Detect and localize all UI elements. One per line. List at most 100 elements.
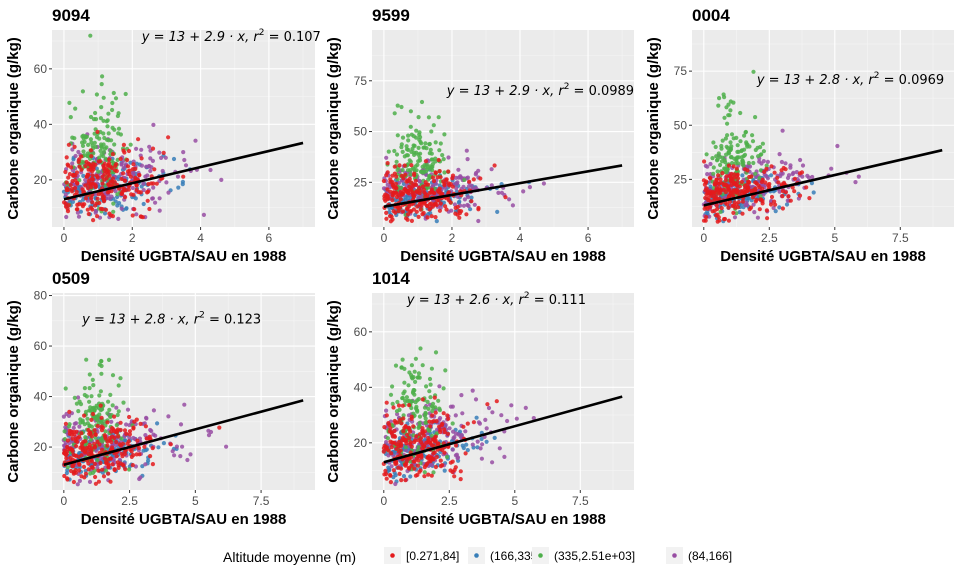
data-point — [427, 142, 432, 147]
data-point — [408, 441, 413, 447]
data-point — [382, 425, 387, 430]
data-point — [64, 155, 69, 160]
data-point — [418, 135, 423, 140]
data-point — [416, 145, 421, 150]
data-point — [99, 371, 104, 376]
y-tick-label: 20 — [34, 440, 48, 454]
data-point — [72, 136, 77, 141]
data-point — [737, 184, 743, 189]
data-point — [394, 159, 399, 164]
data-point — [117, 442, 122, 447]
data-point — [735, 155, 740, 160]
data-point — [121, 142, 126, 147]
data-point — [442, 427, 447, 432]
data-point — [64, 188, 69, 193]
data-point — [83, 196, 88, 201]
data-point — [66, 175, 71, 180]
data-point — [429, 473, 434, 478]
data-point — [494, 399, 499, 404]
data-point — [775, 175, 780, 180]
data-point — [389, 445, 394, 450]
legend-title: Altitude moyenne (m) — [223, 549, 356, 565]
data-point — [114, 454, 119, 459]
data-point — [434, 219, 439, 224]
data-point — [760, 177, 765, 182]
data-point — [79, 444, 84, 449]
data-point — [762, 169, 767, 174]
data-point — [783, 167, 788, 172]
data-point — [181, 174, 186, 179]
data-point — [150, 158, 155, 163]
data-point — [413, 356, 418, 361]
data-point — [735, 187, 740, 192]
data-point — [106, 399, 111, 404]
data-point — [61, 414, 66, 419]
data-point — [147, 163, 152, 169]
data-point — [137, 476, 142, 482]
data-point — [96, 192, 101, 197]
data-point — [75, 482, 80, 487]
legend-label: (84,166] — [688, 549, 732, 563]
r2-superscript: 2 — [874, 71, 880, 81]
data-point — [436, 198, 441, 203]
data-point — [485, 402, 490, 407]
data-point — [779, 168, 784, 173]
data-point — [65, 465, 70, 470]
data-point — [769, 173, 774, 178]
regression-equation: y = 13 + 2.6 · x, r2 = 0.111 — [406, 291, 586, 308]
data-point — [464, 212, 469, 217]
data-point — [390, 401, 395, 406]
data-point — [502, 454, 507, 459]
data-point — [433, 464, 438, 470]
data-point — [759, 161, 764, 166]
data-point — [476, 218, 481, 224]
data-point — [429, 462, 434, 467]
data-point — [432, 435, 437, 440]
data-point — [442, 170, 447, 175]
data-point — [95, 439, 100, 444]
x-tick-label: 7.5 — [253, 494, 270, 508]
data-point — [74, 444, 79, 449]
data-point — [404, 144, 409, 149]
points-layer — [701, 69, 861, 224]
data-point — [731, 136, 736, 141]
data-point — [110, 179, 115, 184]
data-point — [388, 480, 393, 485]
data-point — [741, 163, 746, 168]
data-point — [384, 476, 389, 481]
data-point — [95, 416, 100, 421]
data-point — [79, 431, 84, 436]
data-point — [406, 436, 412, 441]
y-tick-label: 75 — [674, 64, 688, 78]
data-point — [92, 428, 97, 433]
points-layer — [381, 346, 536, 487]
data-point — [66, 142, 71, 147]
data-point — [413, 178, 418, 183]
data-point — [110, 403, 115, 408]
data-point — [716, 103, 721, 108]
data-point — [409, 363, 414, 368]
data-point — [88, 471, 93, 476]
data-point — [732, 172, 737, 177]
data-point — [63, 421, 68, 426]
data-point — [77, 399, 82, 404]
data-point — [417, 420, 422, 426]
data-point — [137, 452, 142, 457]
data-point — [121, 186, 126, 191]
data-point — [77, 478, 82, 483]
data-point — [180, 444, 185, 449]
data-point — [99, 415, 104, 420]
data-point — [442, 183, 447, 188]
data-point — [769, 164, 774, 169]
data-point — [101, 95, 106, 100]
data-point — [111, 209, 116, 214]
data-point — [130, 213, 135, 218]
data-point — [722, 158, 727, 163]
data-point — [418, 207, 423, 212]
data-point — [97, 393, 102, 398]
data-point — [718, 209, 723, 214]
data-point — [438, 175, 443, 180]
data-point — [110, 152, 115, 157]
data-point — [406, 133, 411, 138]
data-point — [467, 179, 472, 184]
